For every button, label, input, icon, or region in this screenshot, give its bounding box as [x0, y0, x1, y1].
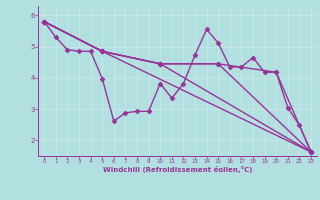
- X-axis label: Windchill (Refroidissement éolien,°C): Windchill (Refroidissement éolien,°C): [103, 166, 252, 173]
